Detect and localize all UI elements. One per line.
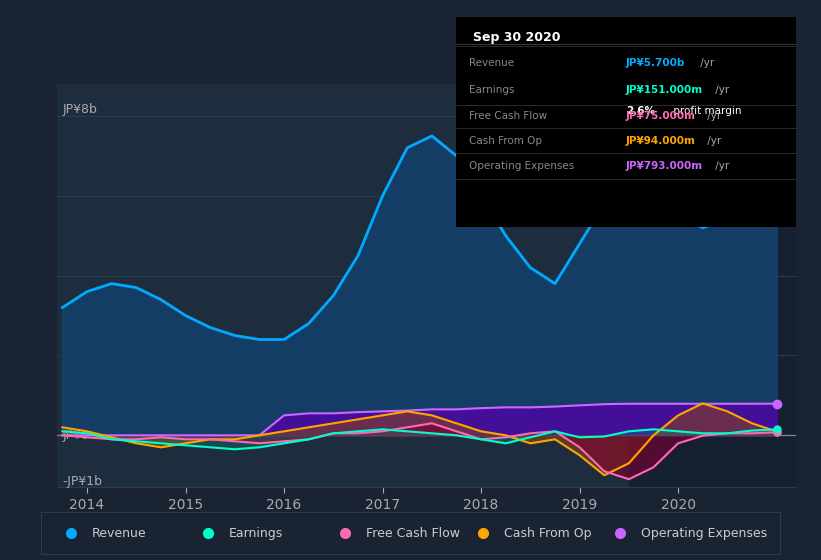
Text: Earnings: Earnings bbox=[470, 85, 515, 95]
Text: Free Cash Flow: Free Cash Flow bbox=[470, 110, 548, 120]
Text: Free Cash Flow: Free Cash Flow bbox=[366, 527, 460, 540]
Text: /yr: /yr bbox=[712, 85, 729, 95]
Text: JP¥793.000m: JP¥793.000m bbox=[626, 161, 703, 171]
Text: JP¥75.000m: JP¥75.000m bbox=[626, 110, 696, 120]
Text: Cash From Op: Cash From Op bbox=[503, 527, 591, 540]
Text: /yr: /yr bbox=[712, 161, 729, 171]
Text: Sep 30 2020: Sep 30 2020 bbox=[473, 31, 560, 44]
Text: JP¥8b: JP¥8b bbox=[62, 103, 97, 116]
Text: Cash From Op: Cash From Op bbox=[470, 136, 543, 146]
Text: Earnings: Earnings bbox=[229, 527, 283, 540]
Text: /yr: /yr bbox=[704, 110, 722, 120]
Text: JP¥5.700b: JP¥5.700b bbox=[626, 58, 686, 68]
Text: Operating Expenses: Operating Expenses bbox=[641, 527, 767, 540]
Text: -JP¥1b: -JP¥1b bbox=[62, 475, 103, 488]
Text: JP¥0: JP¥0 bbox=[62, 429, 89, 442]
Text: 2.6%: 2.6% bbox=[626, 106, 655, 116]
Text: JP¥151.000m: JP¥151.000m bbox=[626, 85, 703, 95]
Text: JP¥94.000m: JP¥94.000m bbox=[626, 136, 696, 146]
Text: profit margin: profit margin bbox=[670, 106, 742, 116]
Text: Revenue: Revenue bbox=[91, 527, 146, 540]
Text: Operating Expenses: Operating Expenses bbox=[470, 161, 575, 171]
Text: /yr: /yr bbox=[697, 58, 714, 68]
Text: Revenue: Revenue bbox=[470, 58, 515, 68]
Bar bbox=[629, 84, 796, 487]
Text: /yr: /yr bbox=[704, 136, 722, 146]
